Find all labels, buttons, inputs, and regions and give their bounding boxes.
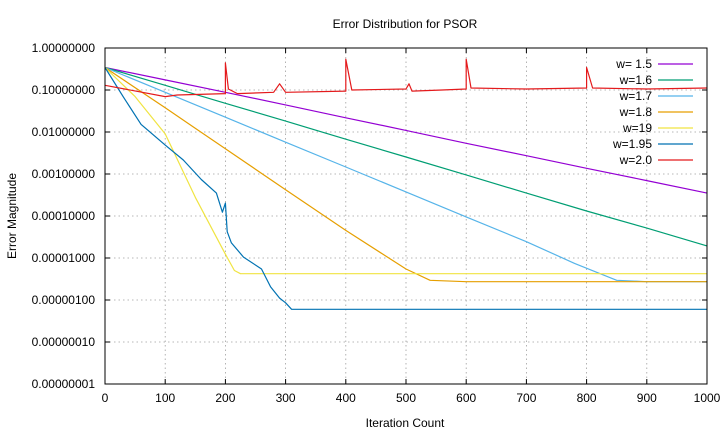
x-tick-label: 300 bbox=[276, 391, 296, 405]
legend-label: w=1.7 bbox=[619, 89, 653, 103]
x-tick-label: 800 bbox=[577, 391, 597, 405]
legend-label: w=1.8 bbox=[619, 105, 653, 119]
y-tick-label: 1.00000000 bbox=[32, 41, 96, 55]
series-line bbox=[104, 66, 708, 247]
series-lines bbox=[104, 58, 708, 310]
x-tick-label: 900 bbox=[637, 391, 657, 405]
y-tick-label: 0.01000000 bbox=[32, 125, 96, 139]
series-line bbox=[104, 67, 707, 310]
x-axis-label: Iteration Count bbox=[366, 416, 445, 430]
x-tick-label: 100 bbox=[155, 391, 175, 405]
y-tick-label: 0.00010000 bbox=[32, 209, 96, 223]
legend-label: w=1.6 bbox=[619, 73, 653, 87]
x-tick-label: 400 bbox=[336, 391, 356, 405]
series-line bbox=[104, 58, 708, 98]
x-tick-label: 1000 bbox=[694, 391, 721, 405]
x-tick-label: 0 bbox=[102, 391, 109, 405]
series-line bbox=[104, 67, 707, 275]
x-tick-label: 700 bbox=[516, 391, 536, 405]
legend-label: w=1.95 bbox=[612, 137, 652, 151]
axis-ticks: 0 100 200 300 400 500 600 700 800 900 1000 1.000000… bbox=[32, 41, 721, 405]
y-tick-label: 0.00001000 bbox=[32, 251, 96, 265]
x-tick-label: 200 bbox=[215, 391, 235, 405]
x-tick-label: 600 bbox=[456, 391, 476, 405]
grid bbox=[105, 48, 707, 384]
legend: w= 1.5 w=1.6 w=1.7 w=1.8 w=19 w=1.95 w=2.0 bbox=[612, 57, 693, 167]
y-tick-label: 0.00000010 bbox=[32, 335, 96, 349]
legend-label: w=2.0 bbox=[619, 153, 653, 167]
y-tick-label: 0.10000000 bbox=[32, 83, 96, 97]
y-tick-label: 0.00000100 bbox=[32, 293, 96, 307]
x-tick-label: 500 bbox=[396, 391, 416, 405]
y-tick-label: 0.00100000 bbox=[32, 167, 96, 181]
chart-title: Error Distribution for PSOR bbox=[333, 17, 478, 31]
legend-label: w=19 bbox=[622, 121, 652, 135]
series-line bbox=[104, 67, 707, 283]
legend-label: w= 1.5 bbox=[615, 57, 652, 71]
y-tick-label: 0.00000001 bbox=[32, 377, 96, 391]
series-line bbox=[104, 66, 707, 283]
y-axis-label: Error Magnitude bbox=[5, 173, 19, 259]
series-line bbox=[104, 66, 708, 194]
